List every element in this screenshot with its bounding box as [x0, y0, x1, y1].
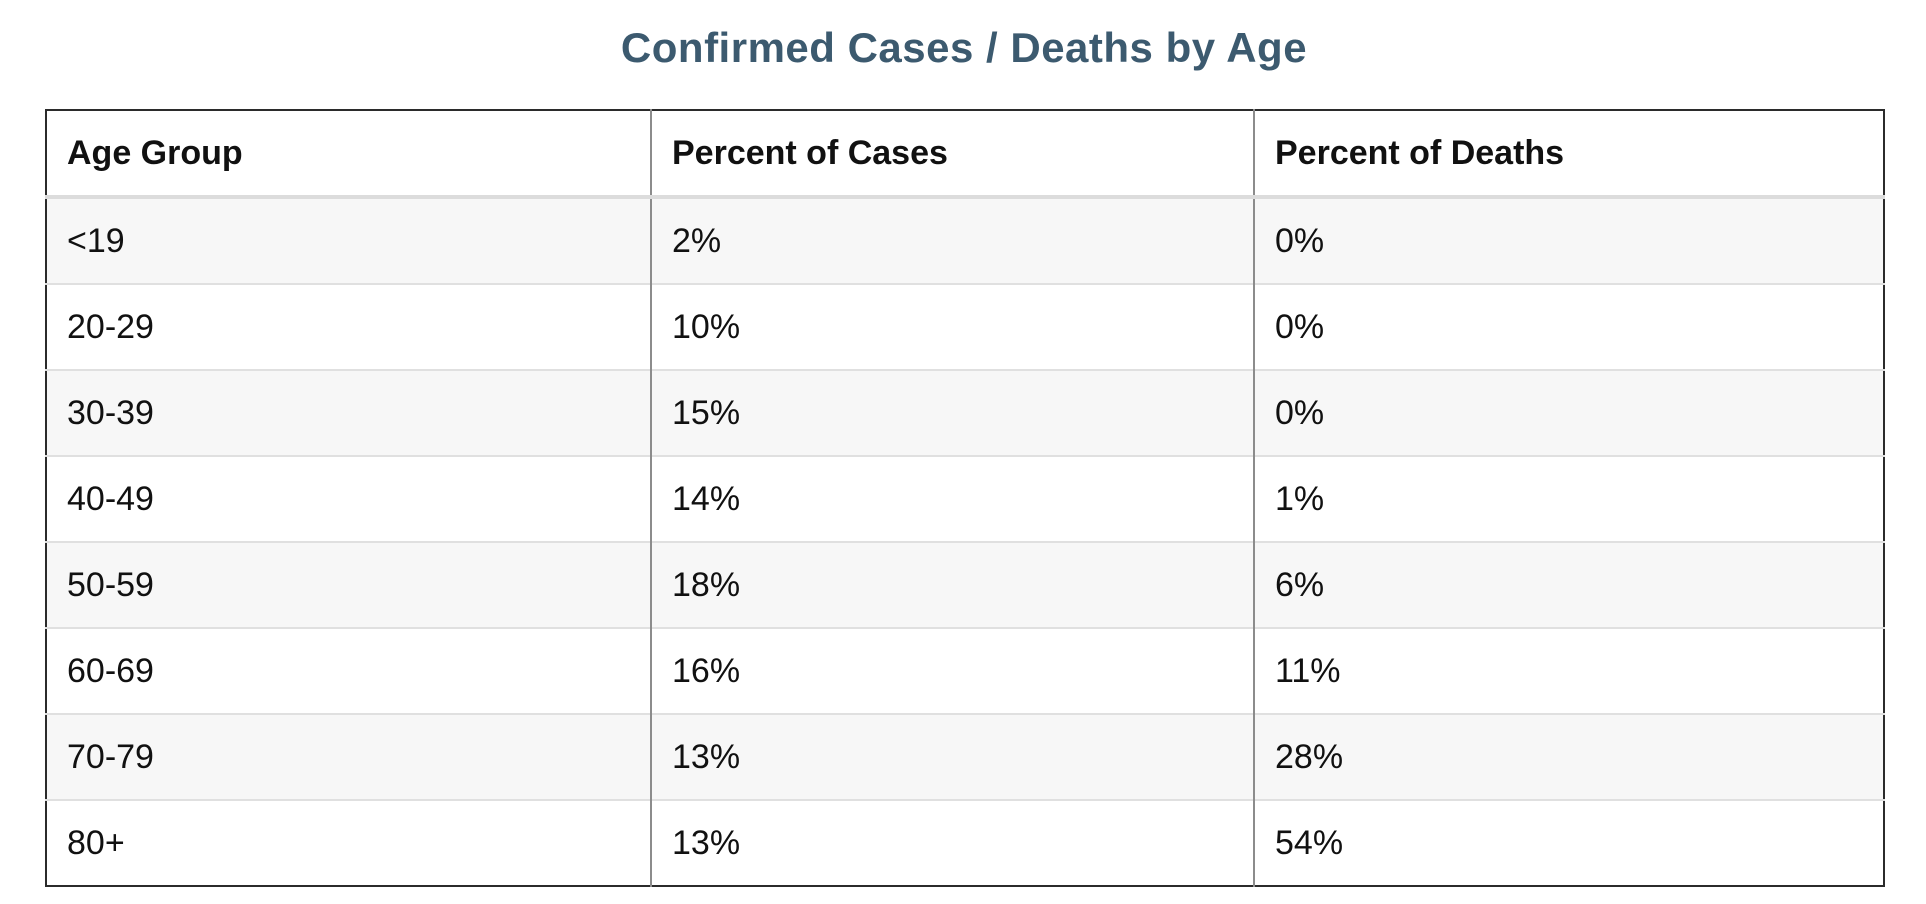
table-row: 30-39 15% 0%: [46, 369, 1884, 456]
percent-of-deaths-cell: 54%: [1254, 799, 1884, 886]
page-title: Confirmed Cases / Deaths by Age: [620, 24, 1308, 71]
age-group-cell: <19: [46, 197, 652, 284]
percent-of-deaths-cell: 0%: [1254, 283, 1884, 370]
column-header-percent-of-deaths: Percent of Deaths: [1254, 110, 1884, 199]
age-group-cell: 20-29: [46, 283, 652, 370]
age-group-cell: 60-69: [46, 627, 652, 714]
percent-of-deaths-cell: 28%: [1254, 713, 1884, 800]
percent-of-deaths-cell: 1%: [1254, 455, 1884, 542]
percent-of-cases-cell: 14%: [651, 455, 1255, 542]
table-row: 40-49 14% 1%: [46, 455, 1884, 542]
header-row: Age Group Percent of Cases Percent of De…: [46, 110, 1884, 199]
age-group-cell: 70-79: [46, 713, 652, 800]
percent-of-deaths-cell: 6%: [1254, 541, 1884, 628]
percent-of-deaths-cell: 0%: [1254, 197, 1884, 284]
table-row: <19 2% 0%: [46, 197, 1884, 284]
percent-of-cases-cell: 13%: [651, 799, 1255, 886]
age-group-cell: 40-49: [46, 455, 652, 542]
cases-deaths-by-age-table: Age Group Percent of Cases Percent of De…: [45, 109, 1885, 887]
table-body: <19 2% 0% 20-29 10% 0% 30-39 15% 0% 40-4…: [46, 197, 1884, 886]
age-group-cell: 50-59: [46, 541, 652, 628]
percent-of-cases-cell: 10%: [651, 283, 1255, 370]
age-group-cell: 80+: [46, 799, 652, 886]
percent-of-deaths-cell: 0%: [1254, 369, 1884, 456]
percent-of-cases-cell: 15%: [651, 369, 1255, 456]
percent-of-deaths-cell: 11%: [1254, 627, 1884, 714]
column-header-age-group: Age Group: [46, 110, 652, 199]
age-group-cell: 30-39: [46, 369, 652, 456]
table-header: Age Group Percent of Cases Percent of De…: [46, 110, 1884, 199]
percent-of-cases-cell: 16%: [651, 627, 1255, 714]
table-row: 50-59 18% 6%: [46, 541, 1884, 628]
table-row: 20-29 10% 0%: [46, 283, 1884, 370]
percent-of-cases-cell: 18%: [651, 541, 1255, 628]
column-header-percent-of-cases: Percent of Cases: [651, 110, 1255, 199]
table-row: 60-69 16% 11%: [46, 627, 1884, 714]
percent-of-cases-cell: 2%: [651, 197, 1255, 284]
percent-of-cases-cell: 13%: [651, 713, 1255, 800]
table-row: 80+ 13% 54%: [46, 799, 1884, 886]
table-row: 70-79 13% 28%: [46, 713, 1884, 800]
